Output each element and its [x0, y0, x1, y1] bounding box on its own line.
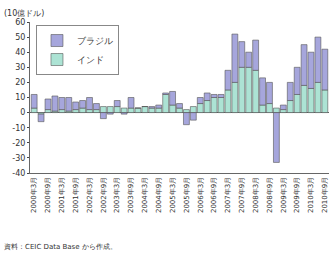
svg-text:ブラジル: ブラジル	[77, 36, 113, 46]
svg-text:-40: -40	[12, 169, 25, 178]
svg-text:0: 0	[20, 108, 25, 117]
svg-text:2000年9月: 2000年9月	[44, 177, 52, 213]
svg-text:-10: -10	[12, 124, 25, 133]
svg-text:2004年9月: 2004年9月	[155, 177, 163, 213]
svg-text:2008年9月: 2008年9月	[266, 177, 274, 213]
svg-text:40: 40	[15, 48, 25, 57]
svg-text:2007年3月: 2007年3月	[224, 177, 232, 213]
svg-text:2009年3月: 2009年3月	[280, 177, 288, 213]
svg-text:2005年3月: 2005年3月	[169, 177, 177, 213]
svg-text:2002年9月: 2002年9月	[100, 177, 108, 213]
svg-text:30: 30	[15, 63, 25, 72]
svg-text:2001年9月: 2001年9月	[72, 177, 80, 213]
svg-text:-20: -20	[12, 139, 25, 148]
svg-text:2006年3月: 2006年3月	[197, 177, 205, 213]
svg-text:2002年3月: 2002年3月	[86, 177, 94, 213]
svg-text:インド: インド	[77, 55, 104, 65]
svg-text:2007年9月: 2007年9月	[238, 177, 246, 213]
svg-text:(10億ドル): (10億ドル)	[4, 9, 44, 18]
svg-text:2003年3月: 2003年3月	[113, 177, 121, 213]
svg-text:2010年9月: 2010年9月	[321, 177, 329, 213]
svg-text:20: 20	[15, 78, 25, 87]
svg-text:2005年9月: 2005年9月	[183, 177, 191, 213]
svg-text:10: 10	[15, 93, 25, 102]
svg-text:2004年3月: 2004年3月	[141, 177, 149, 213]
svg-text:60: 60	[15, 18, 25, 27]
svg-text:2008年3月: 2008年3月	[252, 177, 260, 213]
svg-text:50: 50	[15, 33, 25, 42]
svg-text:2006年9月: 2006年9月	[210, 177, 218, 213]
svg-text:2010年3月: 2010年3月	[307, 177, 315, 213]
svg-text:2009年9月: 2009年9月	[293, 177, 301, 213]
svg-text:資料：CEIC Data Base から作成。: 資料：CEIC Data Base から作成。	[4, 243, 117, 251]
svg-text:2000年3月: 2000年3月	[30, 177, 38, 213]
svg-text:-30: -30	[12, 154, 25, 163]
svg-text:2003年9月: 2003年9月	[127, 177, 135, 213]
svg-text:2001年3月: 2001年3月	[58, 177, 66, 213]
